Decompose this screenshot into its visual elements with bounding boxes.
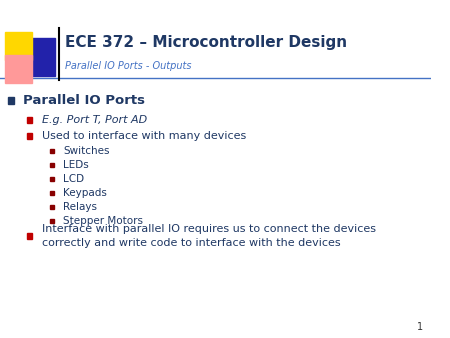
Text: correctly and write code to interface with the devices: correctly and write code to interface wi… <box>42 238 341 248</box>
Bar <box>50 205 54 209</box>
Bar <box>50 163 54 167</box>
Text: Interface with parallel IO requires us to connect the devices: Interface with parallel IO requires us t… <box>42 224 376 234</box>
Text: ECE 372 – Microcontroller Design: ECE 372 – Microcontroller Design <box>65 34 347 49</box>
Bar <box>8 97 14 103</box>
Bar <box>21 38 54 76</box>
Text: Switches: Switches <box>63 146 110 156</box>
Text: Relays: Relays <box>63 202 97 212</box>
Bar <box>27 233 32 239</box>
Text: LCD: LCD <box>63 174 84 184</box>
Bar <box>5 32 32 60</box>
Text: Used to interface with many devices: Used to interface with many devices <box>42 131 246 141</box>
Bar <box>50 219 54 223</box>
Bar <box>27 117 32 123</box>
Bar <box>27 133 32 139</box>
Text: Parallel IO Ports: Parallel IO Ports <box>23 94 145 106</box>
Text: LEDs: LEDs <box>63 160 89 170</box>
Text: Parallel IO Ports - Outputs: Parallel IO Ports - Outputs <box>65 61 192 71</box>
Bar <box>50 177 54 181</box>
Text: Keypads: Keypads <box>63 188 107 198</box>
Bar <box>50 191 54 195</box>
Text: 1: 1 <box>417 322 423 332</box>
Bar <box>50 149 54 153</box>
Text: Stepper Motors: Stepper Motors <box>63 216 143 226</box>
Text: E.g. Port T, Port AD: E.g. Port T, Port AD <box>42 115 147 125</box>
Bar <box>5 55 32 83</box>
